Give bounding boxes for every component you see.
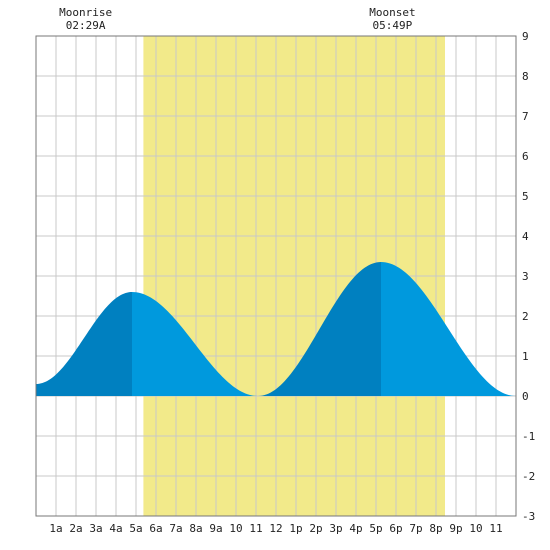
y-tick-label: -1 bbox=[522, 430, 535, 443]
x-tick-label: 2p bbox=[309, 522, 322, 535]
x-tick-label: 1p bbox=[289, 522, 302, 535]
x-tick-label: 6a bbox=[149, 522, 162, 535]
tide-area bbox=[36, 262, 516, 396]
x-tick-labels: 1a 2a 3a 4a 5a 6a 7a 8a 9a 10 11 12 1p 2p 3p 4p 5p 6p 7p 8p… bbox=[49, 522, 502, 535]
x-tick-label: 12 bbox=[269, 522, 282, 535]
moon-event-label: Moonset bbox=[369, 6, 415, 19]
x-tick-label: 11 bbox=[489, 522, 502, 535]
y-tick-label: 2 bbox=[522, 310, 529, 323]
x-tick-label: 5p bbox=[369, 522, 382, 535]
x-tick-label: 10 bbox=[469, 522, 482, 535]
y-tick-labels: 9 8 7 6 5 4 3 2 1 0 -1 -2 -3 bbox=[522, 30, 535, 523]
y-tick-label: 0 bbox=[522, 390, 529, 403]
y-tick-label: 3 bbox=[522, 270, 529, 283]
x-tick-label: 2a bbox=[69, 522, 82, 535]
x-tick-label: 3p bbox=[329, 522, 342, 535]
y-tick-label: 5 bbox=[522, 190, 529, 203]
x-tick-label: 11 bbox=[249, 522, 262, 535]
x-tick-label: 4p bbox=[349, 522, 362, 535]
grid-lines bbox=[36, 36, 516, 516]
tide-falling-area bbox=[381, 262, 516, 396]
plot-frame bbox=[35, 35, 517, 517]
tide-falling-area bbox=[132, 292, 258, 396]
x-tick-label: 4a bbox=[109, 522, 122, 535]
x-tick-label: 8p bbox=[429, 522, 442, 535]
x-tick-label: 10 bbox=[229, 522, 242, 535]
x-tick-label: 5a bbox=[129, 522, 142, 535]
x-tick-label: 1a bbox=[49, 522, 62, 535]
y-tick-label: 6 bbox=[522, 150, 529, 163]
y-tick-label: 4 bbox=[522, 230, 529, 243]
moon-event-label: Moonrise bbox=[59, 6, 112, 19]
y-tick-label: 7 bbox=[522, 110, 529, 123]
moon-event-time: 05:49P bbox=[373, 19, 413, 32]
y-tick-label: 9 bbox=[522, 30, 529, 43]
x-tick-label: 6p bbox=[389, 522, 402, 535]
tide-rising-area bbox=[36, 292, 132, 396]
x-tick-label: 9a bbox=[209, 522, 222, 535]
y-tick-label: -3 bbox=[522, 510, 535, 523]
x-tick-label: 7p bbox=[409, 522, 422, 535]
x-tick-label: 8a bbox=[189, 522, 202, 535]
x-tick-label: 9p bbox=[449, 522, 462, 535]
y-tick-label: 8 bbox=[522, 70, 529, 83]
moon-event-time: 02:29A bbox=[66, 19, 106, 32]
tide-rising-area bbox=[258, 262, 381, 396]
x-tick-label: 3a bbox=[89, 522, 102, 535]
x-tick-label: 7a bbox=[169, 522, 182, 535]
y-tick-label: 1 bbox=[522, 350, 529, 363]
y-tick-label: -2 bbox=[522, 470, 535, 483]
